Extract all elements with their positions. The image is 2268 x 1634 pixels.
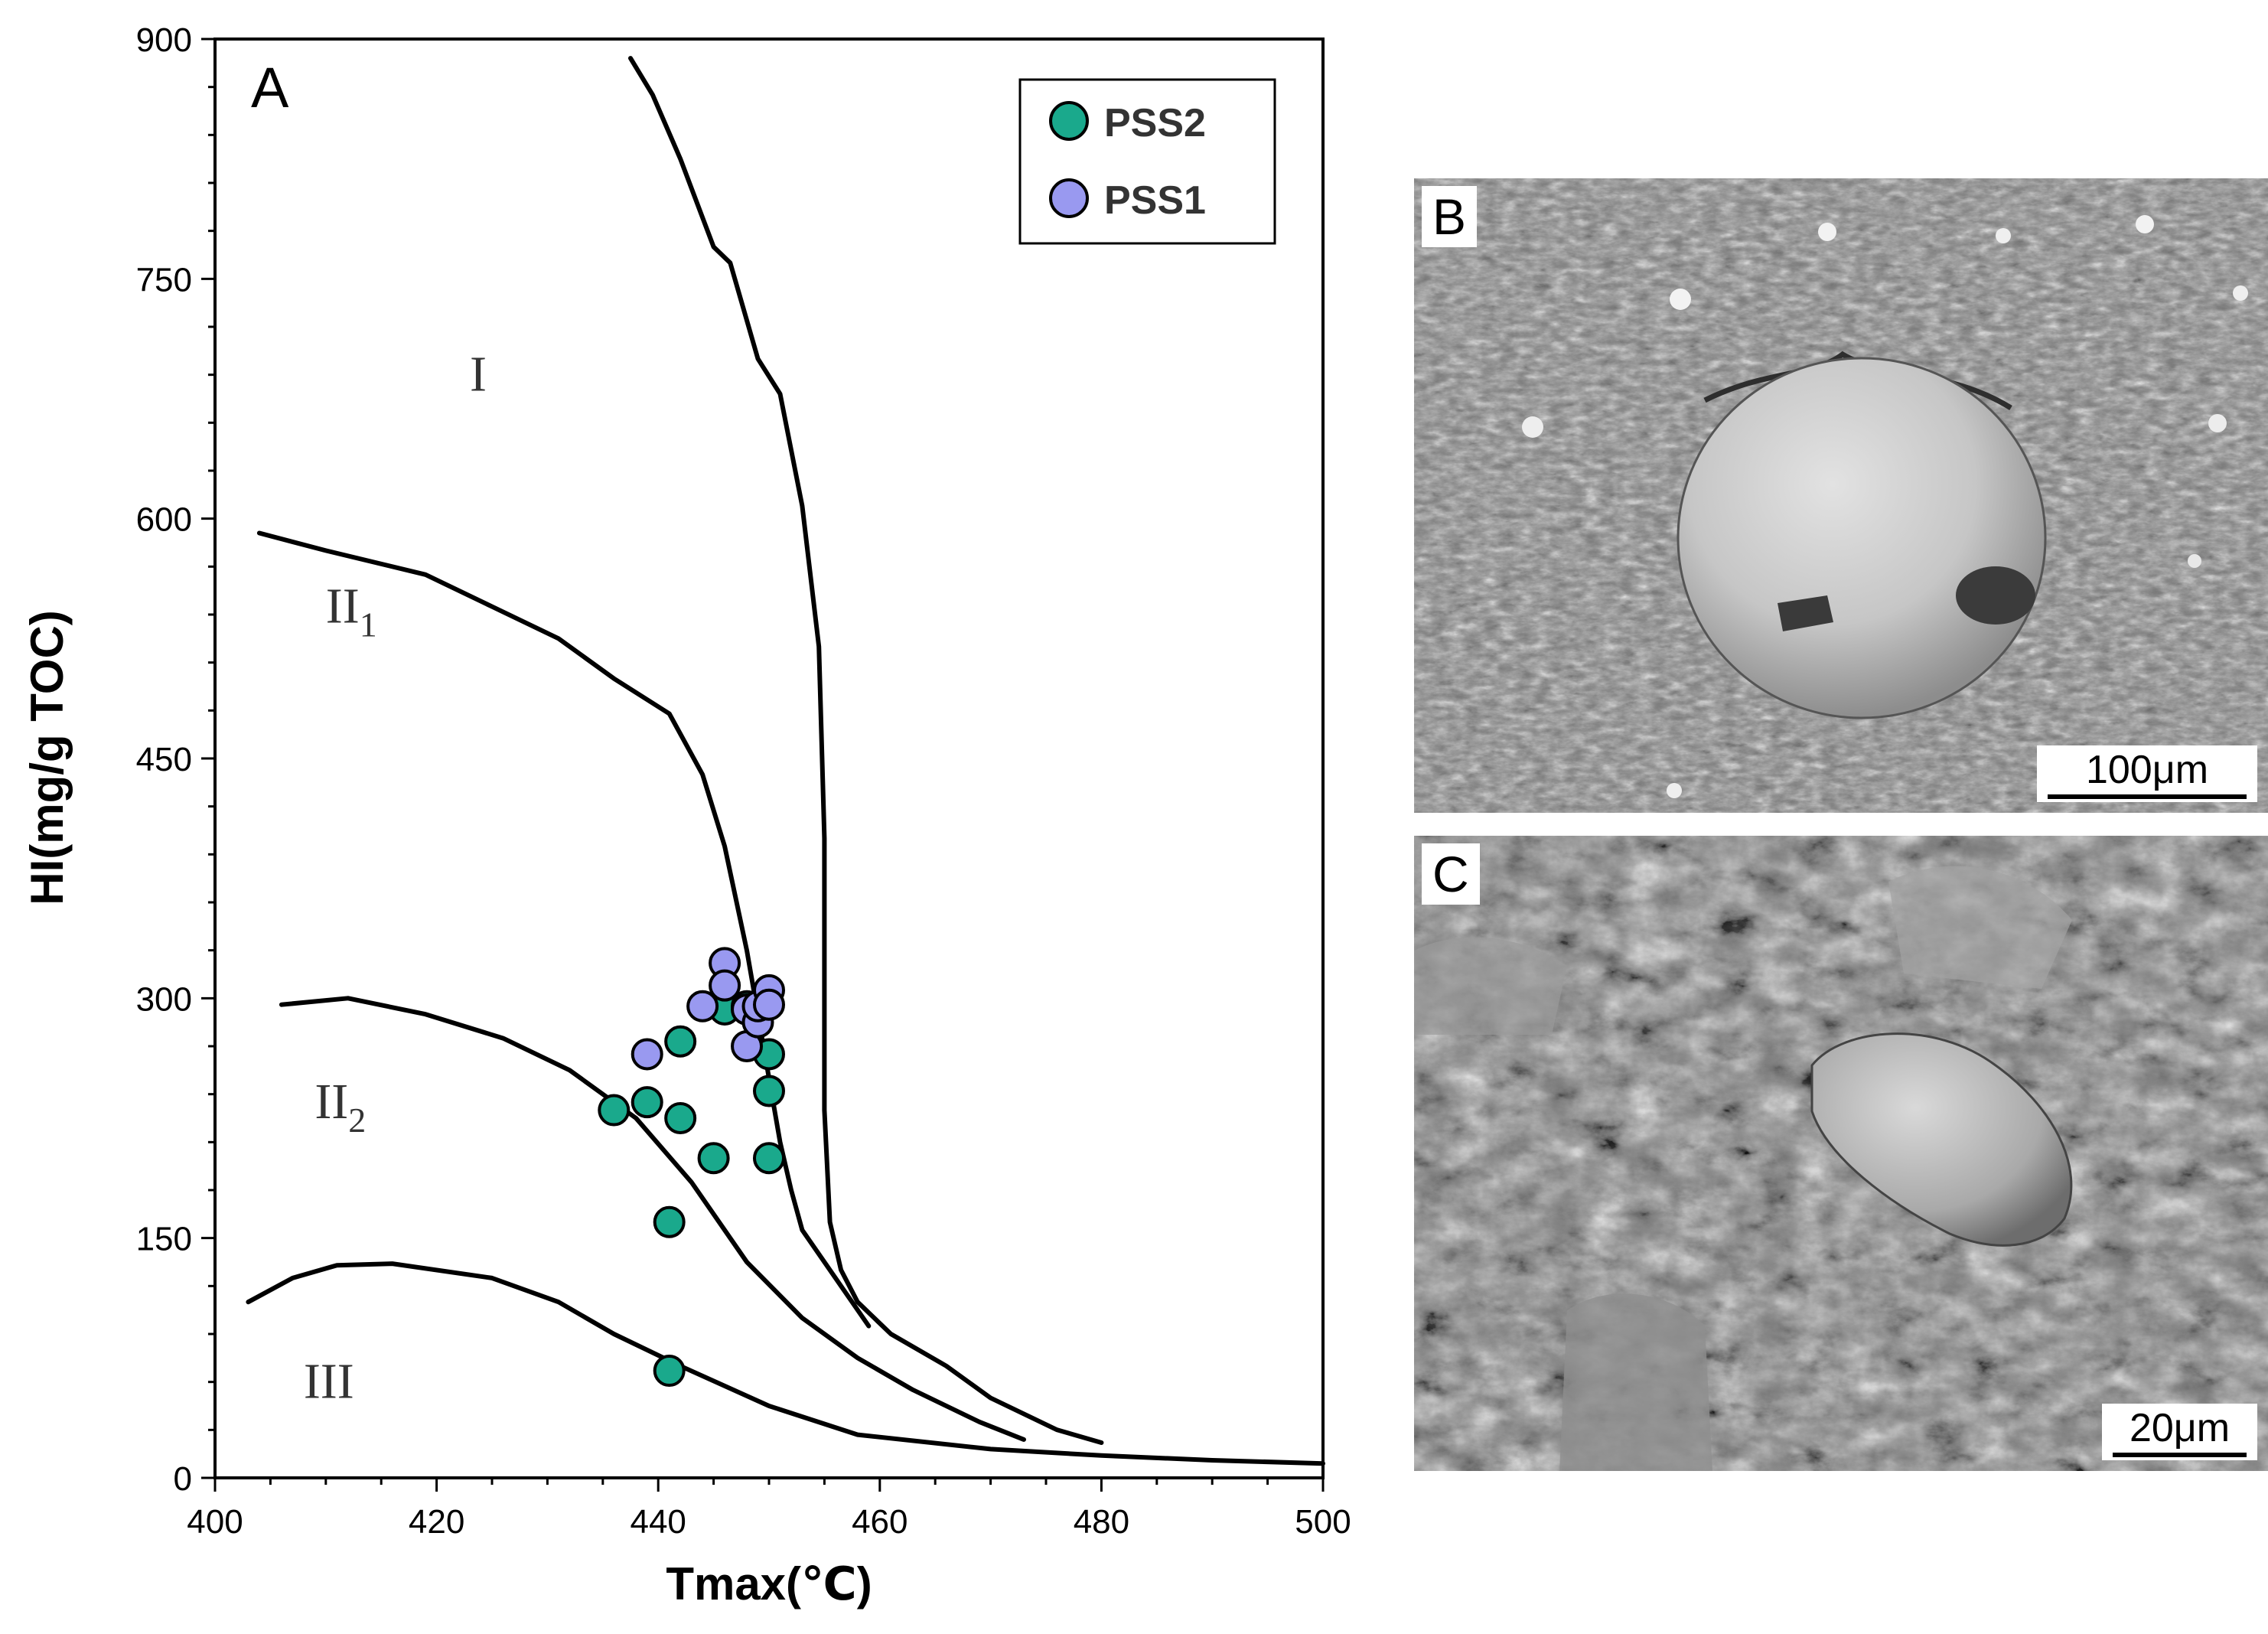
point-pss2-1 xyxy=(598,1094,631,1127)
point-pss1-2 xyxy=(686,990,719,1022)
sem-image-b: B 100μm xyxy=(1414,178,2268,813)
point-pss2-2 xyxy=(631,1086,663,1119)
point-pss2-3 xyxy=(653,1205,686,1238)
y-tick-label: 0 xyxy=(174,1460,192,1498)
region-label-1: I xyxy=(470,347,487,403)
sem-grain xyxy=(1810,1032,2073,1247)
scale-label-b: 100μm xyxy=(2085,748,2209,792)
y-axis-title: HI(mg/g TOC) xyxy=(21,610,73,905)
plot-frame xyxy=(213,38,1325,1479)
panel-label-c: C xyxy=(1422,843,1480,905)
legend-label-pss1: PSS1 xyxy=(1104,178,1206,223)
sem-sphere xyxy=(1677,357,2047,719)
scale-bar-b: 100μm xyxy=(2037,745,2257,802)
point-pss2-12 xyxy=(753,1142,785,1175)
x-tick-label: 480 xyxy=(1074,1503,1129,1541)
point-pss2-7 xyxy=(697,1142,730,1175)
x-tick-label: 440 xyxy=(630,1503,686,1541)
y-tick-label: 450 xyxy=(136,741,192,778)
y-tick-label: 300 xyxy=(136,980,192,1018)
scale-bar-c: 20μm xyxy=(2102,1404,2257,1460)
scale-line-b xyxy=(2048,794,2247,799)
point-pss1-10 xyxy=(753,988,785,1021)
scale-label-c: 20μm xyxy=(2129,1406,2231,1450)
point-pss2-4 xyxy=(653,1355,686,1388)
x-tick-label: 420 xyxy=(409,1503,464,1541)
point-pss1-1 xyxy=(631,1038,663,1071)
kerogen-boundary-curve-3 xyxy=(279,996,1026,1442)
kerogen-boundary-curve-4 xyxy=(246,1261,1325,1466)
y-tick-label: 900 xyxy=(136,21,192,59)
kerogen-boundary-curve-2 xyxy=(256,530,872,1329)
x-tick-label: 500 xyxy=(1295,1503,1351,1541)
point-pss2-6 xyxy=(664,1102,697,1134)
region-label-4: III xyxy=(304,1354,354,1410)
sem-texture-b xyxy=(1414,178,2268,813)
y-tick-label: 750 xyxy=(136,261,192,298)
scale-line-c xyxy=(2113,1453,2247,1457)
legend-marker-pss2 xyxy=(1049,101,1089,141)
panel-label-a: A xyxy=(251,56,289,119)
legend-label-pss2: PSS2 xyxy=(1104,101,1206,145)
sem-image-c: C 20μm xyxy=(1414,836,2268,1471)
x-tick-label: 460 xyxy=(852,1503,908,1541)
x-axis-title: Tmax(℃) xyxy=(666,1558,872,1610)
legend: PSS2 PSS1 xyxy=(1018,78,1276,245)
sem-texture-c xyxy=(1414,836,2268,1471)
point-pss2-5 xyxy=(664,1025,697,1058)
y-tick-label: 150 xyxy=(136,1221,192,1258)
y-tick-label: 600 xyxy=(136,501,192,539)
point-pss2-11 xyxy=(753,1075,785,1107)
point-pss1-4 xyxy=(709,969,741,1002)
kerogen-boundary-curve-1 xyxy=(628,56,1104,1445)
x-tick-label: 400 xyxy=(187,1503,243,1541)
legend-marker-pss1 xyxy=(1049,178,1089,218)
panel-label-b: B xyxy=(1422,186,1478,247)
region-label-2: II1 xyxy=(326,578,377,644)
